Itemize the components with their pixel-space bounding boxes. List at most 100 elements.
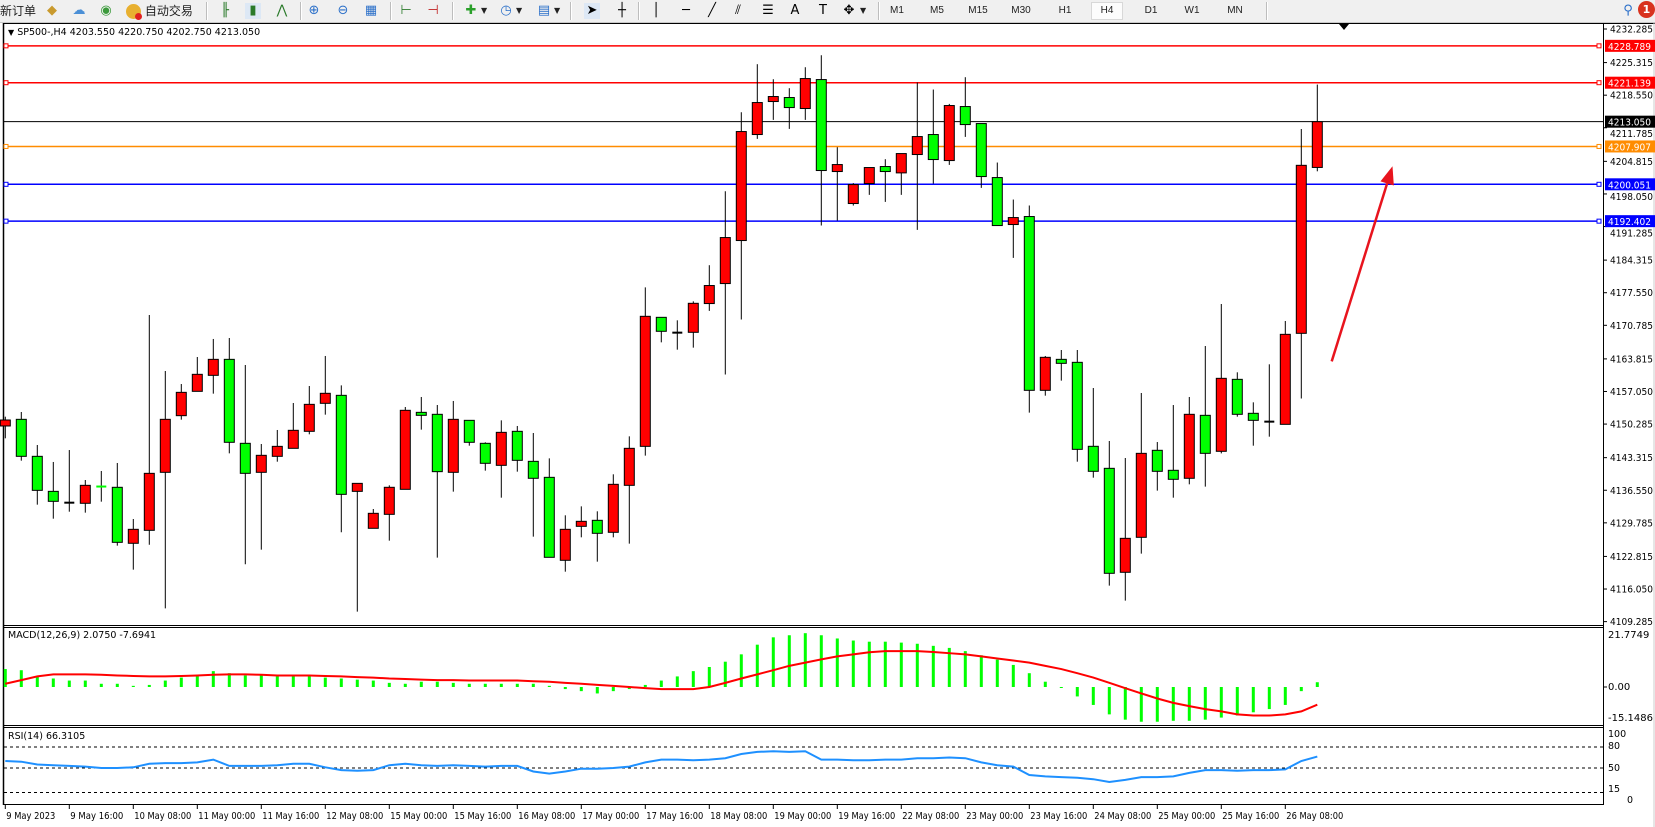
time-tick-label: 19 May 00:00 xyxy=(774,811,831,822)
macd-bar xyxy=(1091,687,1095,705)
timeframe-w1[interactable]: W1 xyxy=(1184,5,1200,16)
price-tick-label: 4184.315 xyxy=(1610,256,1653,267)
candle xyxy=(1023,205,1035,413)
price-axis: 4232.285 4225.315 4218.550 4211.785 4204.815… xyxy=(1603,25,1653,628)
zoom-out-icon[interactable]: ⊖ xyxy=(337,3,349,18)
text-icon[interactable]: A xyxy=(790,3,800,18)
tile-windows-icon[interactable]: ▦ xyxy=(364,3,378,18)
timeframe-h1[interactable]: H1 xyxy=(1058,5,1072,16)
macd-bar xyxy=(931,645,935,687)
fibonacci-icon[interactable]: ☰ xyxy=(762,3,774,18)
candle xyxy=(96,470,107,502)
chevron-down-icon[interactable]: ▼ xyxy=(860,6,867,15)
timeframe-m5[interactable]: M5 xyxy=(930,5,944,16)
candle xyxy=(672,320,683,350)
line-handle[interactable] xyxy=(3,218,9,224)
macd-bar xyxy=(67,680,71,687)
line-handle[interactable] xyxy=(1596,218,1602,224)
line-handle[interactable] xyxy=(1596,80,1602,86)
time-tick-label: 9 May 16:00 xyxy=(70,811,123,822)
signal-icon[interactable]: ◉ xyxy=(100,3,112,18)
candles xyxy=(0,55,1323,612)
line-price-label: 4221.139 xyxy=(1608,79,1651,90)
autoscroll-icon[interactable]: ⊣ xyxy=(427,3,439,18)
cloud-icon[interactable]: ☁ xyxy=(72,3,86,18)
line-handle[interactable] xyxy=(3,80,9,86)
horizontal-line-icon[interactable]: ─ xyxy=(682,3,690,18)
candle-body xyxy=(271,445,283,457)
candle xyxy=(1039,355,1051,396)
trendline-icon[interactable]: ╱ xyxy=(708,3,716,18)
candle xyxy=(687,301,699,348)
candle xyxy=(735,112,747,320)
candle xyxy=(751,64,763,139)
shapes-icon[interactable]: ✥ xyxy=(843,3,855,18)
collapse-triangle-icon[interactable]: ▼ xyxy=(8,28,15,37)
macd-bar xyxy=(691,671,695,687)
macd-bar xyxy=(563,687,567,690)
timeframe-m30[interactable]: M30 xyxy=(1011,5,1031,16)
chevron-down-icon[interactable]: ▼ xyxy=(481,6,488,15)
candle-body xyxy=(895,153,907,174)
timeframe-d1[interactable]: D1 xyxy=(1144,5,1158,16)
line-handle[interactable] xyxy=(3,181,9,187)
auto-trading-button[interactable]: 自动交易 xyxy=(126,2,193,20)
candle xyxy=(639,287,651,456)
line-chart-icon[interactable]: ⋀ xyxy=(276,3,288,18)
candlestick-icon[interactable]: ▮ xyxy=(245,3,261,19)
line-handle[interactable] xyxy=(3,43,9,49)
candle-body xyxy=(415,411,427,416)
candle-body xyxy=(815,79,827,172)
vertical-line-icon[interactable]: │ xyxy=(652,3,660,18)
timeframe-m1[interactable]: M1 xyxy=(890,5,904,16)
timeframe-h4[interactable]: H4 xyxy=(1091,2,1123,20)
macd-bar xyxy=(1027,673,1031,687)
macd-bar xyxy=(355,679,359,687)
macd-label: MACD(12,26,9) 2.0750 -7.6941 xyxy=(8,630,157,641)
candle xyxy=(1183,396,1195,485)
price-tick-label: 4170.785 xyxy=(1610,321,1653,332)
chart-shift-marker-icon[interactable] xyxy=(1339,24,1349,30)
auto-trading-label: 自动交易 xyxy=(144,4,193,18)
line-handle[interactable] xyxy=(3,143,9,149)
new-order-button[interactable]: 新订单 xyxy=(0,4,37,18)
candle xyxy=(223,338,235,454)
timeframe-mn[interactable]: MN xyxy=(1227,5,1243,16)
templates-icon[interactable]: ▤ xyxy=(537,3,551,18)
candle xyxy=(495,420,507,498)
price-tick-label: 4136.550 xyxy=(1610,486,1653,497)
candle xyxy=(191,356,203,392)
candle xyxy=(1199,346,1211,487)
cursor-icon[interactable]: ➤ xyxy=(584,3,600,19)
chevron-down-icon[interactable]: ▼ xyxy=(554,6,561,15)
notification-badge[interactable]: 1 xyxy=(1638,1,1655,18)
timeframe-m15[interactable]: M15 xyxy=(968,5,988,16)
candle xyxy=(991,162,1003,227)
book-icon[interactable]: ◆ xyxy=(47,3,57,18)
candle-body xyxy=(879,166,891,173)
macd-bar xyxy=(611,687,615,692)
line-handle[interactable] xyxy=(1596,43,1602,49)
candle xyxy=(367,508,379,529)
text-label-icon[interactable]: T xyxy=(819,3,827,18)
candle-body xyxy=(159,418,171,473)
macd-bar xyxy=(579,687,583,692)
line-handle[interactable] xyxy=(1596,143,1602,149)
chevron-down-icon[interactable]: ▼ xyxy=(516,6,523,15)
crosshair-icon[interactable]: ┼ xyxy=(618,3,626,18)
candle xyxy=(239,364,251,565)
time-tick-label: 11 May 00:00 xyxy=(198,811,255,822)
trend-arrow[interactable] xyxy=(1330,183,1389,362)
bar-chart-icon[interactable]: ╟ xyxy=(221,3,229,18)
zoom-in-icon[interactable]: ⊕ xyxy=(308,3,320,18)
candle-body xyxy=(367,512,379,529)
time-tick-label: 16 May 08:00 xyxy=(518,811,575,822)
search-icon[interactable]: ⚲ xyxy=(1623,3,1633,18)
periods-icon[interactable]: ◷ xyxy=(500,3,512,18)
line-handle[interactable] xyxy=(1596,181,1602,187)
equidistant-channel-icon[interactable]: ⫽ xyxy=(735,3,741,18)
new-chart-icon[interactable]: ✚ xyxy=(465,3,477,18)
candle-body xyxy=(1215,377,1227,452)
chart-shift-icon[interactable]: ⊢ xyxy=(400,3,412,18)
